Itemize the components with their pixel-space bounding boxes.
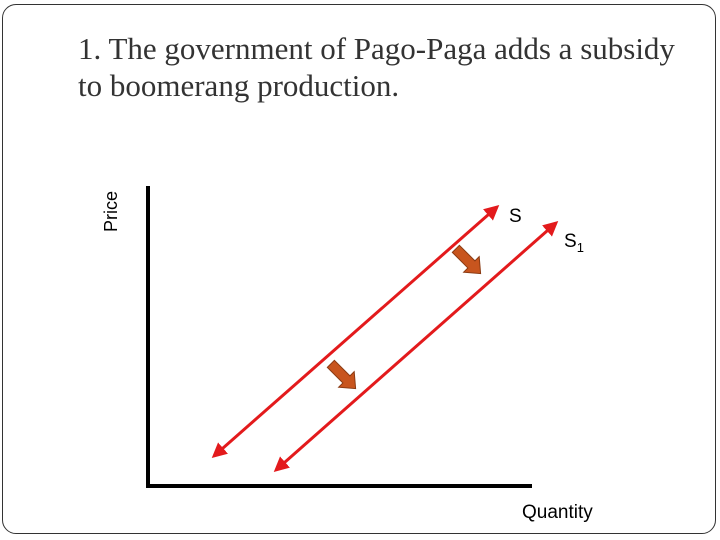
- y-axis-label: Price: [101, 191, 121, 232]
- x-axis-label: Quantity: [522, 502, 593, 523]
- supply-curve-s1-label: S1: [564, 231, 584, 255]
- slide-title: 1. The government of Pago-Paga adds a su…: [78, 31, 675, 103]
- shift-right-arrow-icon: [451, 244, 482, 275]
- supply-curve-s-label: S: [509, 206, 522, 227]
- supply-curve-s: [211, 205, 500, 458]
- supply-curve-s1: [273, 221, 559, 472]
- shift-right-arrow-icon: [326, 359, 357, 390]
- supply-curve-s1-subscript: 1: [577, 240, 584, 255]
